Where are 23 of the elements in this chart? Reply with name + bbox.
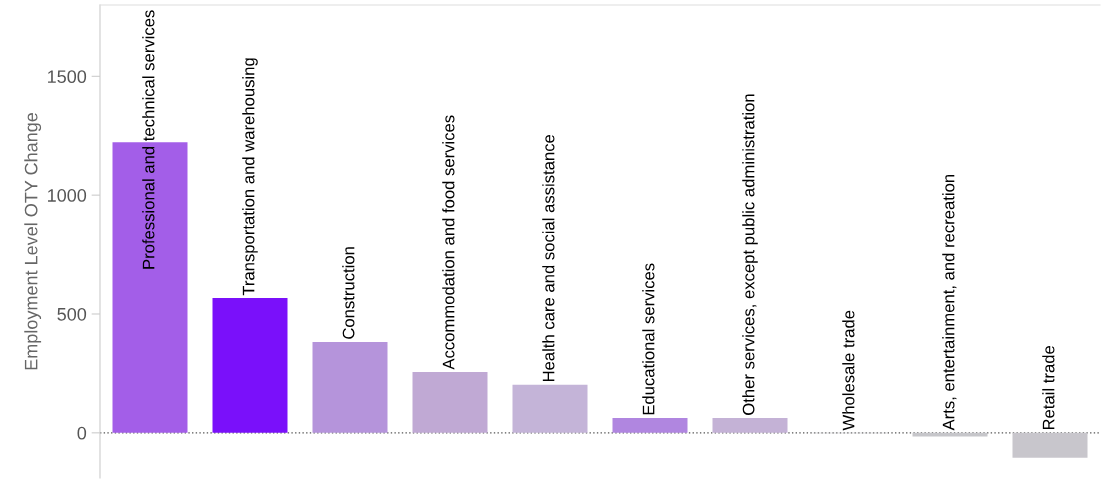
bar	[1012, 432, 1088, 458]
x-tick-label: Construction	[342, 247, 355, 339]
bar	[412, 371, 488, 433]
x-tick-label: Other services, except public administration	[742, 94, 758, 415]
y-tick-label: 1000	[48, 189, 87, 202]
x-tick-label: Transportation and warehousing	[242, 58, 258, 296]
y-tick-label: 500	[57, 307, 87, 321]
bar	[512, 384, 588, 433]
x-tick-label: Accommodation and food services	[442, 115, 455, 370]
x-tick-label: Health care and social assistance	[542, 134, 555, 382]
x-tick-label: Professional and technical services	[142, 10, 155, 269]
bar	[612, 418, 688, 433]
y-tick-label: 1500	[48, 70, 87, 84]
bar	[112, 142, 188, 433]
x-tick-label: Educational services	[642, 263, 655, 415]
bar	[212, 298, 288, 433]
bar	[312, 342, 388, 433]
x-tick-label: Wholesale trade	[842, 310, 855, 431]
y-tick-label: 0	[77, 426, 87, 440]
x-tick-label: Arts, entertainment, and recreation	[942, 174, 957, 431]
x-tick-label: Retail trade	[1042, 345, 1055, 430]
bar	[712, 418, 788, 433]
y-axis-title: Employment Level OTY Change	[24, 112, 42, 370]
